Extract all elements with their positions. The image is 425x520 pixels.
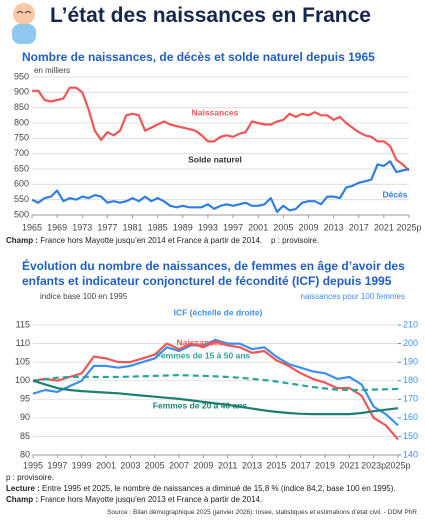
note: Champ : France hors Mayotte jusqu’en 201… (6, 495, 262, 505)
series-line (32, 338, 399, 427)
baby-body (12, 24, 36, 44)
main-title: L’état des naissances en France (50, 4, 371, 27)
x-tick-label: 2021 (374, 222, 394, 232)
x-tick-label: 2003 (120, 460, 140, 470)
x-tick-label: 2025p (385, 460, 410, 470)
y-tick-label: 650 (14, 163, 29, 173)
y-tick-label: 100 (15, 375, 30, 385)
y2-tick-label: 140 (403, 449, 418, 459)
series-label: Femmes de 20 à 40 ans (153, 400, 248, 410)
note: Champ : France hors Mayotte jusqu’en 201… (6, 236, 319, 246)
baby-head (13, 3, 35, 25)
series-label: Naissances (177, 337, 224, 347)
series-line (32, 374, 399, 392)
x-tick-label: 2015 (266, 460, 286, 470)
x-tick-label: 2019 (315, 460, 335, 470)
note-label: Lecture : (6, 484, 40, 493)
x-tick-label: 2025p (396, 222, 421, 232)
y2-tick-label: 210 (403, 319, 418, 329)
note-label: Champ : (6, 495, 38, 504)
baby-icon (12, 3, 36, 44)
x-tick-label: 2001 (96, 460, 116, 470)
chart-title: Évolution du nombre de naissances, de fe… (22, 259, 405, 288)
y2-tick-label: 160 (403, 412, 418, 422)
series-line (31, 160, 410, 213)
series-label: ICF (échelle de droite) (174, 307, 263, 317)
y2-tick-label: 200 (403, 338, 418, 348)
x-tick-label: 2017 (291, 460, 311, 470)
note-text: p : provisoire. (6, 473, 55, 482)
series-line (32, 86, 410, 172)
y-tick-label: 900 (14, 87, 29, 97)
x-tick-label: 1977 (97, 222, 117, 232)
y2-tick-label: 180 (403, 375, 418, 385)
y2-tick-label: 150 (403, 431, 418, 441)
x-tick-label: 2011 (218, 460, 237, 470)
y2-unit-label: naissances pour 100 femmes (301, 292, 406, 301)
series-label: Naissances (192, 107, 239, 117)
y-tick-label: 500 (14, 209, 29, 219)
source: Source : Bilan démographique 2025 (janvi… (107, 509, 417, 516)
x-tick-label: 1969 (47, 222, 67, 232)
x-tick-label: 2023p (361, 460, 386, 470)
x-tick-label: 1985 (148, 222, 168, 232)
note-text: France hors Mayotte jusqu’en 2014 et Fra… (40, 236, 320, 245)
note-label: Champ : (6, 236, 38, 245)
y-tick-label: 110 (16, 338, 30, 348)
y-tick-label: 600 (14, 179, 29, 189)
series-label: Décès (382, 189, 407, 199)
y-tick-label: 85 (20, 431, 30, 441)
note-text: France hors Mayotte jusqu’en 2013 et Fra… (40, 495, 263, 504)
y-unit-label: en milliers (34, 66, 70, 75)
y2-tick-label: 170 (403, 394, 418, 404)
x-tick-label: 2001 (248, 222, 268, 232)
annotation: Solde naturel (188, 154, 242, 164)
x-tick-label: 2021 (339, 460, 359, 470)
y-tick-label: 850 (14, 102, 29, 112)
x-tick-label: 1993 (198, 222, 218, 232)
y-unit-label: indice base 100 en 1995 (40, 292, 128, 301)
x-tick-label: 1999 (72, 460, 92, 470)
y-tick-label: 80 (20, 449, 30, 459)
y-tick-label: 115 (16, 319, 30, 329)
note: p : provisoire. (6, 473, 54, 483)
y-tick-label: 750 (14, 133, 29, 143)
y-tick-label: 550 (14, 194, 29, 204)
x-tick-label: 1989 (173, 222, 193, 232)
chart-title: Nombre de naissances, de décès et solde … (22, 50, 375, 64)
x-tick-label: 2009 (298, 222, 318, 232)
y-tick-label: 800 (14, 117, 29, 127)
y-tick-label: 700 (14, 148, 29, 158)
y2-tick-label: 190 (403, 357, 418, 367)
x-tick-label: 2007 (169, 460, 189, 470)
series-line (32, 379, 399, 416)
y-tick-label: 950 (14, 71, 29, 81)
x-tick-label: 1981 (123, 222, 143, 232)
x-tick-label: 1973 (72, 222, 92, 232)
y-tick-label: 90 (20, 412, 30, 422)
x-tick-label: 2017 (349, 222, 369, 232)
series-line (32, 340, 399, 441)
x-tick-label: 1995 (23, 460, 43, 470)
x-tick-label: 2009 (193, 460, 213, 470)
x-tick-label: 2005 (145, 460, 165, 470)
y-tick-label: 105 (15, 357, 30, 367)
baby-eyes (16, 11, 32, 14)
x-tick-label: 1997 (47, 460, 67, 470)
note-text: Entre 1995 et 2025, le nombre de naissan… (42, 484, 396, 493)
y-tick-label: 95 (20, 394, 30, 404)
series-label: Femmes de 15 à 50 ans (156, 350, 251, 360)
x-tick-label: 1965 (22, 222, 42, 232)
x-tick-label: 1997 (223, 222, 243, 232)
x-tick-label: 2013 (242, 460, 262, 470)
x-tick-label: 2005 (273, 222, 293, 232)
x-tick-label: 2013 (324, 222, 344, 232)
note: Lecture : Entre 1995 et 2025, le nombre … (6, 484, 396, 494)
